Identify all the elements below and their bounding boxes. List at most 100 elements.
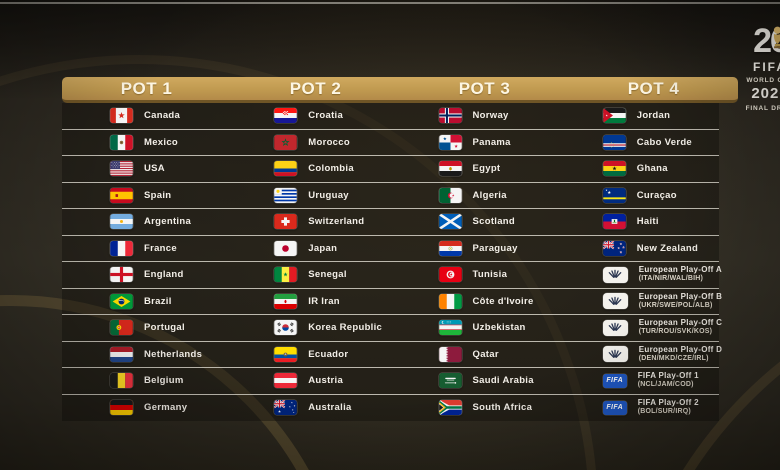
fifa-badge-icon: FIFA — [602, 400, 627, 415]
flag-england-icon — [110, 267, 133, 283]
team-canada: Canada — [62, 108, 226, 124]
team-sub-label: (ITA/NIR/WAL/BIH) — [638, 275, 704, 283]
team-name: FIFA Play-Off 2 — [637, 398, 699, 408]
team-european-play-off-a: European Play-Off A (ITA/NIR/WAL/BIH) — [555, 265, 722, 284]
flag-spain-icon — [110, 187, 133, 203]
team-egypt: Egypt — [391, 161, 555, 177]
team-name: IR Iran — [308, 295, 340, 307]
team-name: Qatar — [472, 348, 499, 360]
flag-cotedivoire-icon — [438, 293, 462, 309]
team-name: Algeria — [472, 189, 507, 201]
team-name: Belgium — [144, 375, 184, 387]
team-name: European Play-Off B — [638, 291, 723, 301]
team-name: Paraguay — [472, 242, 518, 254]
team-ecuador: Ecuador — [226, 346, 390, 362]
flag-switzerland-icon — [274, 214, 297, 230]
flag-morocco-icon — [274, 134, 297, 150]
team-tunisia: Tunisia — [391, 267, 555, 283]
team-qatar: Qatar — [391, 346, 555, 362]
flag-senegal-icon — [274, 267, 297, 283]
team-ir-iran: IR Iran — [226, 293, 390, 309]
team-senegal: Senegal — [226, 267, 390, 283]
team-sub-label: (DEN/MKD/CZE/IRL) — [638, 354, 709, 362]
team-name: Scotland — [472, 216, 516, 228]
flag-germany-icon — [110, 400, 133, 416]
team-name: European Play-Off C — [638, 318, 723, 328]
flag-korea-icon — [274, 320, 297, 336]
team-ghana: Ghana — [555, 161, 719, 177]
flag-australia-icon — [274, 400, 297, 416]
team-colombia: Colombia — [226, 161, 390, 177]
team-name: Norway — [472, 110, 509, 122]
flag-qatar-icon — [438, 346, 462, 362]
team-name: European Play-Off A — [638, 265, 722, 275]
flag-mexico-icon — [110, 134, 133, 150]
team-haiti: Haiti — [555, 214, 719, 230]
team-germany: Germany — [62, 400, 226, 416]
logo-26-numeral: 26 — [733, 24, 780, 58]
flag-canada-icon — [110, 108, 133, 124]
team-name: Portugal — [144, 322, 185, 334]
flag-algeria-icon — [438, 187, 462, 203]
flag-portugal-icon — [110, 320, 133, 336]
team-cabo-verde: Cabo Verde — [555, 134, 719, 150]
flag-croatia-icon — [274, 108, 297, 124]
team-usa: USA — [62, 161, 226, 177]
flag-netherlands-icon — [110, 346, 133, 362]
flag-usa-icon — [110, 161, 133, 177]
flag-ecuador-icon — [274, 346, 297, 362]
team-name: Ecuador — [308, 348, 349, 360]
flag-southafrica-icon — [438, 400, 462, 416]
team-name: Senegal — [308, 269, 347, 281]
team-japan: Japan — [226, 240, 390, 256]
world-cup-2026-logo: 26 FIFA WORLD CUP 2026 FINAL DRAW — [733, 24, 780, 112]
team-austria: Austria — [226, 373, 390, 389]
team-morocco: Morocco — [226, 134, 390, 150]
fifa-badge-icon: FIFA — [602, 373, 627, 388]
flag-iran-icon — [274, 293, 297, 309]
team-name: Netherlands — [144, 348, 203, 360]
uefa-badge-icon — [602, 266, 628, 283]
team-name: South Africa — [472, 402, 533, 414]
team-label: European Play-Off C (TUR/ROU/SVK/KOS) — [639, 318, 723, 337]
flag-saudiarabia-icon — [438, 373, 462, 389]
uefa-badge-icon — [602, 293, 628, 310]
team-name: USA — [144, 163, 165, 175]
team-spain: Spain — [62, 187, 226, 203]
team-label: FIFA Play-Off 1 (NCL/JAM/COD) — [638, 371, 699, 390]
uefa-badge-icon — [602, 346, 628, 363]
flag-colombia-icon — [274, 161, 297, 177]
team-france: France — [62, 240, 226, 256]
team-label: European Play-Off D (DEN/MKD/CZE/IRL) — [639, 345, 723, 364]
flag-panama-icon — [438, 134, 462, 150]
team-name: Ghana — [636, 163, 668, 175]
flag-egypt-icon — [438, 161, 462, 177]
flag-ghana-icon — [603, 161, 626, 177]
team-name: Saudi Arabia — [472, 375, 534, 387]
team-name: Germany — [144, 402, 188, 414]
team-name: Austria — [308, 375, 344, 387]
pot-row: Canada Croatia Norway Jordan — [62, 103, 719, 130]
flag-scotland-icon — [438, 214, 462, 230]
team-label: FIFA Play-Off 2 (BOL/SUR/IRQ) — [638, 398, 699, 417]
team-switzerland: Switzerland — [226, 214, 390, 230]
team-sub-label: (NCL/JAM/COD) — [637, 381, 694, 389]
pot-row: USA Colombia Egypt Ghana — [62, 156, 719, 183]
team-paraguay: Paraguay — [391, 240, 555, 256]
team-name: Colombia — [308, 163, 354, 175]
team-portugal: Portugal — [62, 320, 226, 336]
pot-row: Brazil IR Iran Côte d'Ivoire European Play-… — [62, 289, 722, 315]
team-name: Tunisia — [472, 269, 508, 281]
team-netherlands: Netherlands — [62, 346, 226, 362]
flag-norway-icon — [438, 108, 462, 124]
team-saudi-arabia: Saudi Arabia — [391, 373, 555, 389]
team-name: Mexico — [144, 136, 179, 148]
team-name: Uruguay — [308, 189, 349, 201]
pot-row: Portugal Korea Republic Uzbekistan European… — [62, 315, 722, 342]
team-name: Curaçao — [636, 189, 677, 201]
flag-caboverde-icon — [603, 134, 626, 150]
team-panama: Panama — [391, 134, 555, 150]
flag-austria-icon — [274, 373, 297, 389]
team-uzbekistan: Uzbekistan — [391, 320, 555, 336]
